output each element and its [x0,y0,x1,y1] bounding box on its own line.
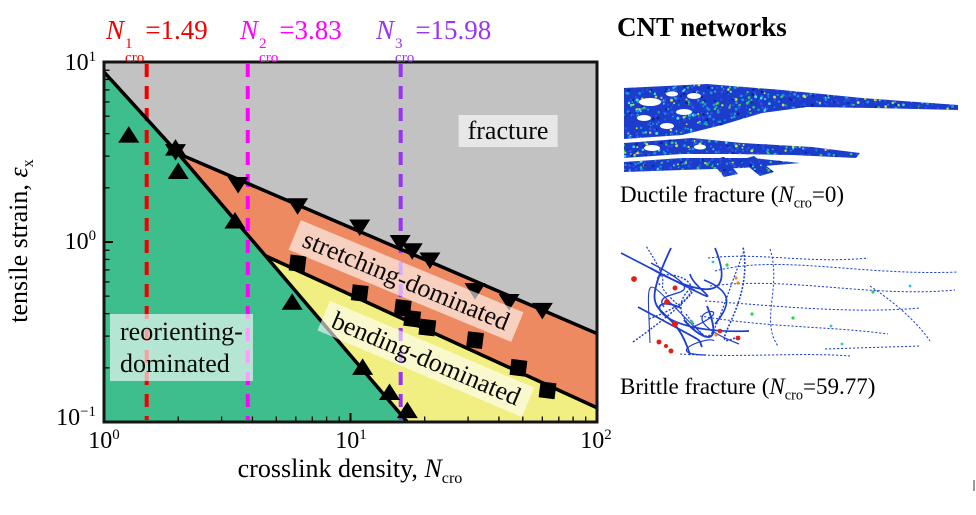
right-panel-title: CNT networks [617,12,787,42]
x-axis-symbol: N [424,454,442,483]
caption-text: Ductile fracture ( [620,182,779,207]
region-label-reorienting: reorienting- dominated [110,314,253,382]
annotation-value: =15.98 [415,15,492,45]
ductile-caption: Ductile fracture (Ncro=0) [620,182,844,213]
tick-base: 10 [64,229,89,255]
tick-base: 10 [580,428,605,454]
y-axis-text: tensile strain, [3,177,33,323]
caption-text: =0) [811,182,845,207]
tick-base: 10 [335,428,360,454]
vline-annotation-3: N 3 cro =15.98 [376,15,491,66]
vline-annotation-2: N 2 cro =3.83 [240,15,342,66]
sub-cro: cro [793,195,812,212]
sup-index: 1 [125,36,133,53]
n-symbol: N [376,15,395,45]
sub-cro: cro [395,50,415,67]
tick-base: 10 [88,428,113,454]
tick-exp: −1 [80,404,96,420]
n-symbol: N [106,15,125,45]
supsub-stack: 3 cro [395,36,415,67]
sub-cro: cro [784,387,803,404]
tick-exp: 1 [88,49,96,65]
caption-text: =59.77) [802,374,876,399]
tick-exp: 2 [604,427,612,443]
sup-index: 2 [259,36,267,53]
region-label-line: reorienting- [120,317,243,346]
sup-index: 3 [395,36,403,53]
tick-exp: 0 [88,228,96,244]
ductile-network-image [624,84,958,177]
sub-cro: cro [259,50,279,67]
y-tick-label-mid: 100 [34,228,96,256]
y-axis-symbol: ε [3,167,33,178]
region-label-line: dominated [120,348,230,378]
x-axis-label: crosslink density, Ncro [238,454,463,488]
x-tick-label-3: 102 [570,427,622,455]
caption-text: Brittle fracture ( [620,374,770,399]
supsub-stack: 1 cro [125,36,145,67]
vline-annotation-1: N 1 cro =1.49 [106,15,208,66]
brittle-caption: Brittle fracture (Ncro=59.77) [620,374,875,405]
annotation-value: =1.49 [145,15,208,45]
brittle-network-image [620,246,959,357]
region-label-fracture: fracture [458,115,558,147]
n-symbol: N [778,182,794,207]
x-axis-sub: cro [441,470,463,488]
supsub-stack: 2 cro [259,36,279,67]
tick-base: 10 [64,50,89,76]
x-axis-text: crosslink density, [237,454,425,483]
n-symbol: N [240,15,259,45]
y-tick-label-bottom: 10−1 [34,404,96,432]
annotation-value: =3.83 [279,15,342,45]
n-symbol: N [769,374,785,399]
y-axis-sub: x [20,159,38,168]
tick-exp: 1 [359,427,367,443]
x-tick-label-1: 100 [78,427,130,455]
tick-base: 10 [56,405,81,431]
crop-artifact-mark [973,480,975,491]
y-tick-label-top: 101 [34,49,96,77]
y-axis-label: tensile strain, εx [4,159,38,322]
tick-exp: 0 [112,427,120,443]
x-tick-label-2: 101 [325,427,377,455]
sub-cro: cro [125,50,145,67]
